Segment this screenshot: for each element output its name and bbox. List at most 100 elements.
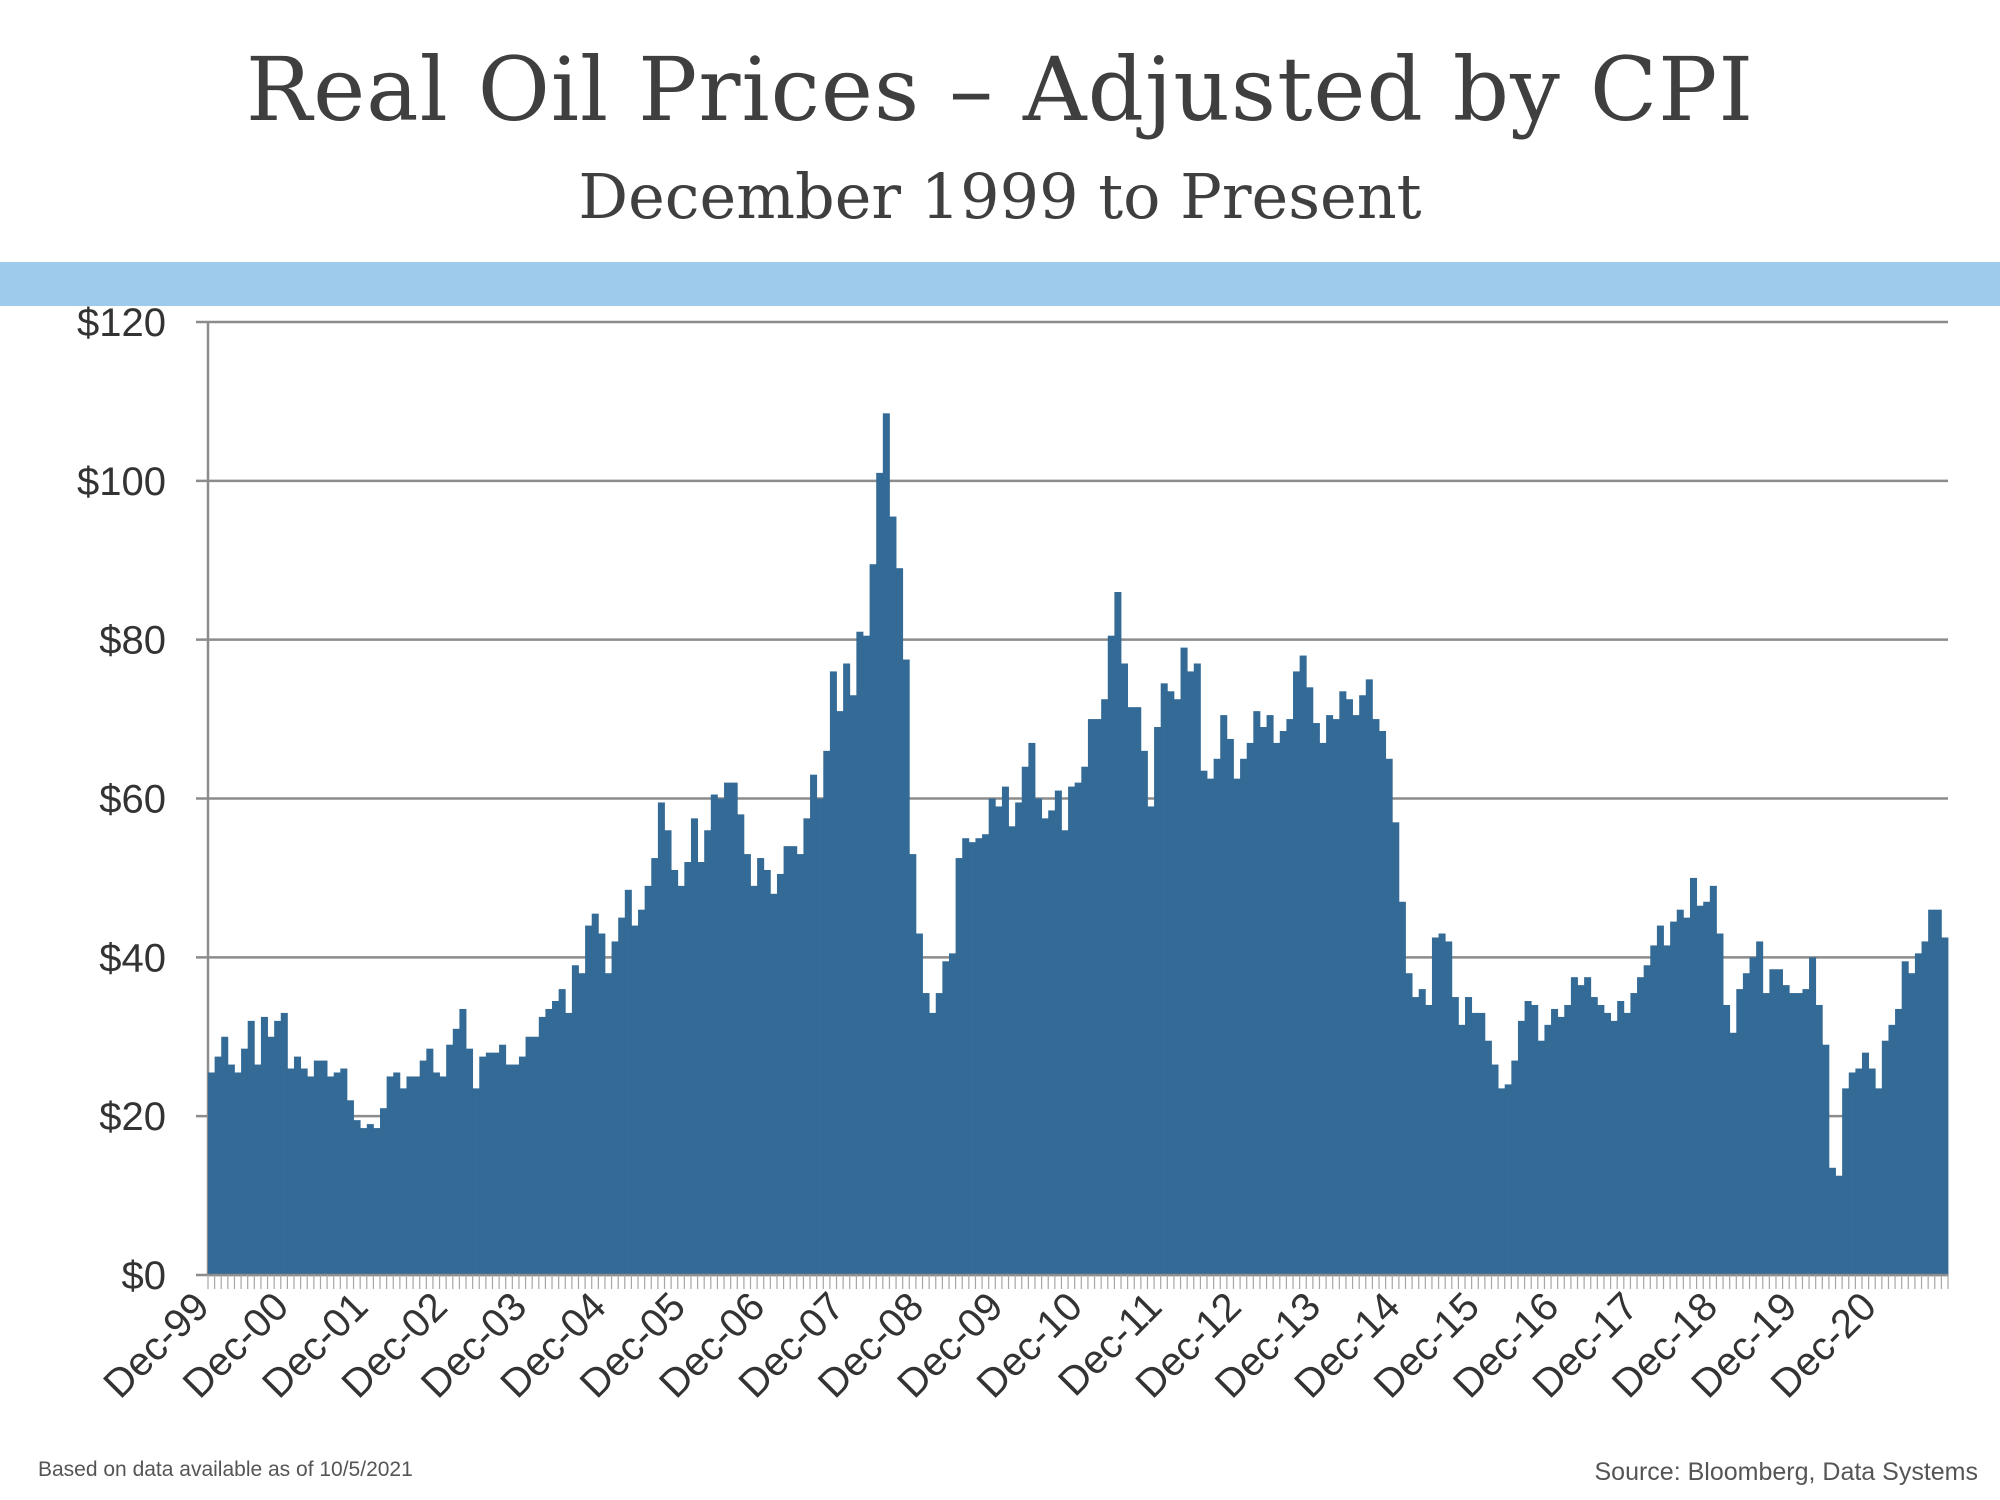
bar — [922, 993, 930, 1275]
bar — [419, 1060, 427, 1275]
bar — [413, 1076, 421, 1275]
bar — [585, 925, 593, 1275]
bar — [1392, 822, 1400, 1275]
bar — [1451, 997, 1459, 1275]
bar — [247, 1020, 255, 1275]
bar — [214, 1056, 222, 1275]
bar — [657, 802, 665, 1275]
bar — [1736, 989, 1744, 1275]
bar — [1326, 715, 1334, 1275]
bar — [816, 798, 824, 1275]
bar — [1656, 925, 1664, 1275]
bar — [1696, 905, 1704, 1275]
bar — [1279, 731, 1287, 1275]
bar — [1345, 699, 1353, 1275]
bar — [1921, 941, 1929, 1275]
bar — [227, 1064, 235, 1275]
bar — [1848, 1072, 1856, 1275]
bar — [1431, 937, 1439, 1275]
y-tick-label: $120 — [77, 301, 166, 345]
y-tick-label: $80 — [99, 619, 166, 663]
bar — [1670, 921, 1678, 1275]
bar — [1762, 993, 1770, 1275]
bar — [260, 1016, 268, 1275]
bar — [1127, 707, 1135, 1275]
bar — [743, 854, 751, 1275]
bar — [1041, 818, 1049, 1275]
bar — [915, 933, 923, 1275]
x-axis: Dec-99Dec-00Dec-01Dec-02Dec-03Dec-04Dec-… — [95, 1273, 1949, 1407]
bar — [1134, 707, 1142, 1275]
bar — [1584, 977, 1592, 1275]
source-note: Source: Bloomberg, Data Systems — [1594, 1458, 1979, 1486]
bar — [724, 782, 732, 1275]
bar — [294, 1056, 302, 1275]
bar — [988, 798, 996, 1275]
bar — [889, 516, 897, 1275]
bar — [856, 631, 864, 1275]
bar — [862, 635, 870, 1275]
bar — [1517, 1020, 1525, 1275]
bar — [909, 854, 917, 1275]
bar — [783, 846, 791, 1275]
bar — [1511, 1060, 1519, 1275]
bar — [1683, 917, 1691, 1276]
bar — [843, 663, 851, 1275]
bar — [399, 1088, 407, 1275]
bar — [624, 889, 632, 1275]
bar — [1597, 1004, 1605, 1275]
bar — [803, 818, 811, 1275]
bar — [208, 1072, 216, 1275]
bar — [353, 1120, 361, 1275]
bar — [1676, 909, 1684, 1275]
bar — [558, 989, 566, 1275]
bar — [241, 1048, 249, 1275]
bar — [426, 1048, 434, 1275]
bar — [1226, 738, 1234, 1275]
bar — [1359, 695, 1367, 1275]
bar — [1861, 1052, 1870, 1275]
bar — [1048, 810, 1056, 1275]
bar — [1716, 933, 1724, 1275]
bar — [896, 568, 904, 1275]
bar — [1723, 1004, 1731, 1275]
bar — [499, 1044, 507, 1275]
bar — [1121, 663, 1129, 1275]
bar — [1167, 691, 1175, 1275]
bar — [565, 1012, 573, 1275]
bar — [1471, 1012, 1479, 1275]
bar — [1709, 885, 1717, 1275]
bar — [1802, 989, 1810, 1275]
bar — [446, 1044, 454, 1275]
bar — [1842, 1088, 1850, 1275]
bar — [1941, 937, 1949, 1275]
bar — [333, 1072, 341, 1275]
bar — [1200, 770, 1208, 1275]
bar — [1623, 1012, 1631, 1275]
y-tick-label: $100 — [77, 460, 166, 504]
bar — [274, 1020, 282, 1275]
bar — [664, 830, 672, 1275]
bar — [1160, 683, 1168, 1275]
bar — [1504, 1084, 1512, 1275]
bar-chart: $0 $20 $40 $60 $80 $100 $120 Dec-99Dec-00Dec-0… — [77, 301, 1949, 1407]
bar — [704, 830, 712, 1275]
bar — [512, 1064, 520, 1275]
bar — [466, 1048, 474, 1275]
bar — [280, 1012, 288, 1275]
bar — [1061, 830, 1069, 1275]
bar — [1233, 778, 1241, 1275]
y-axis: $0 $20 $40 $60 $80 $100 $120 — [77, 301, 210, 1298]
bar — [1815, 1004, 1823, 1275]
bar — [1319, 742, 1327, 1275]
bar — [935, 993, 943, 1275]
bar — [545, 1008, 553, 1275]
bar — [1425, 1004, 1433, 1275]
bar — [1008, 826, 1016, 1275]
bar — [1081, 766, 1089, 1275]
bar — [1868, 1068, 1876, 1275]
bar — [1895, 1008, 1903, 1275]
bar — [882, 413, 890, 1276]
bar — [313, 1060, 321, 1275]
bar — [1365, 679, 1373, 1276]
